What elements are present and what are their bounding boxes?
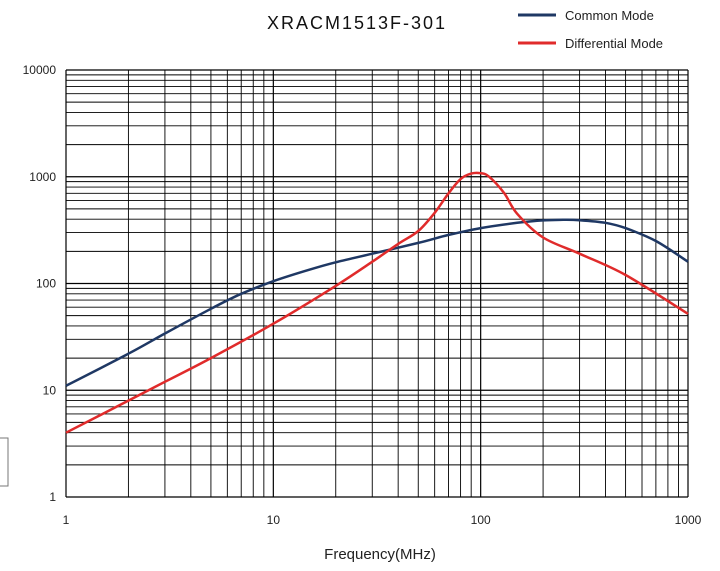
x-axis-title: Frequency(MHz)	[324, 546, 436, 563]
tick-labels: 1 10 100 1000 1 10 100 1000 10000	[23, 63, 702, 527]
series-line-common-mode	[65, 218, 689, 387]
legend-label-common-mode: Common Mode	[565, 8, 654, 23]
series-layer	[65, 171, 689, 434]
y-tick-label: 100	[36, 277, 56, 291]
legend: Common Mode Differential Mode	[518, 8, 663, 51]
x-tick-label: 1000	[675, 513, 702, 527]
y-tick-label: 10000	[23, 63, 57, 77]
x-tick-label: 1	[63, 513, 70, 527]
y-tick-label: 10	[43, 383, 57, 397]
y-tick-label: 1	[49, 490, 56, 504]
chart-title: XRACM1513F-301	[267, 13, 447, 33]
legend-label-differential-mode: Differential Mode	[565, 36, 663, 51]
x-tick-label: 10	[267, 513, 281, 527]
side-marker-box	[0, 437, 9, 487]
series-line-differential-mode	[65, 171, 689, 434]
grid-lines	[65, 69, 689, 498]
y-tick-label: 1000	[29, 170, 56, 184]
x-tick-label: 100	[471, 513, 491, 527]
